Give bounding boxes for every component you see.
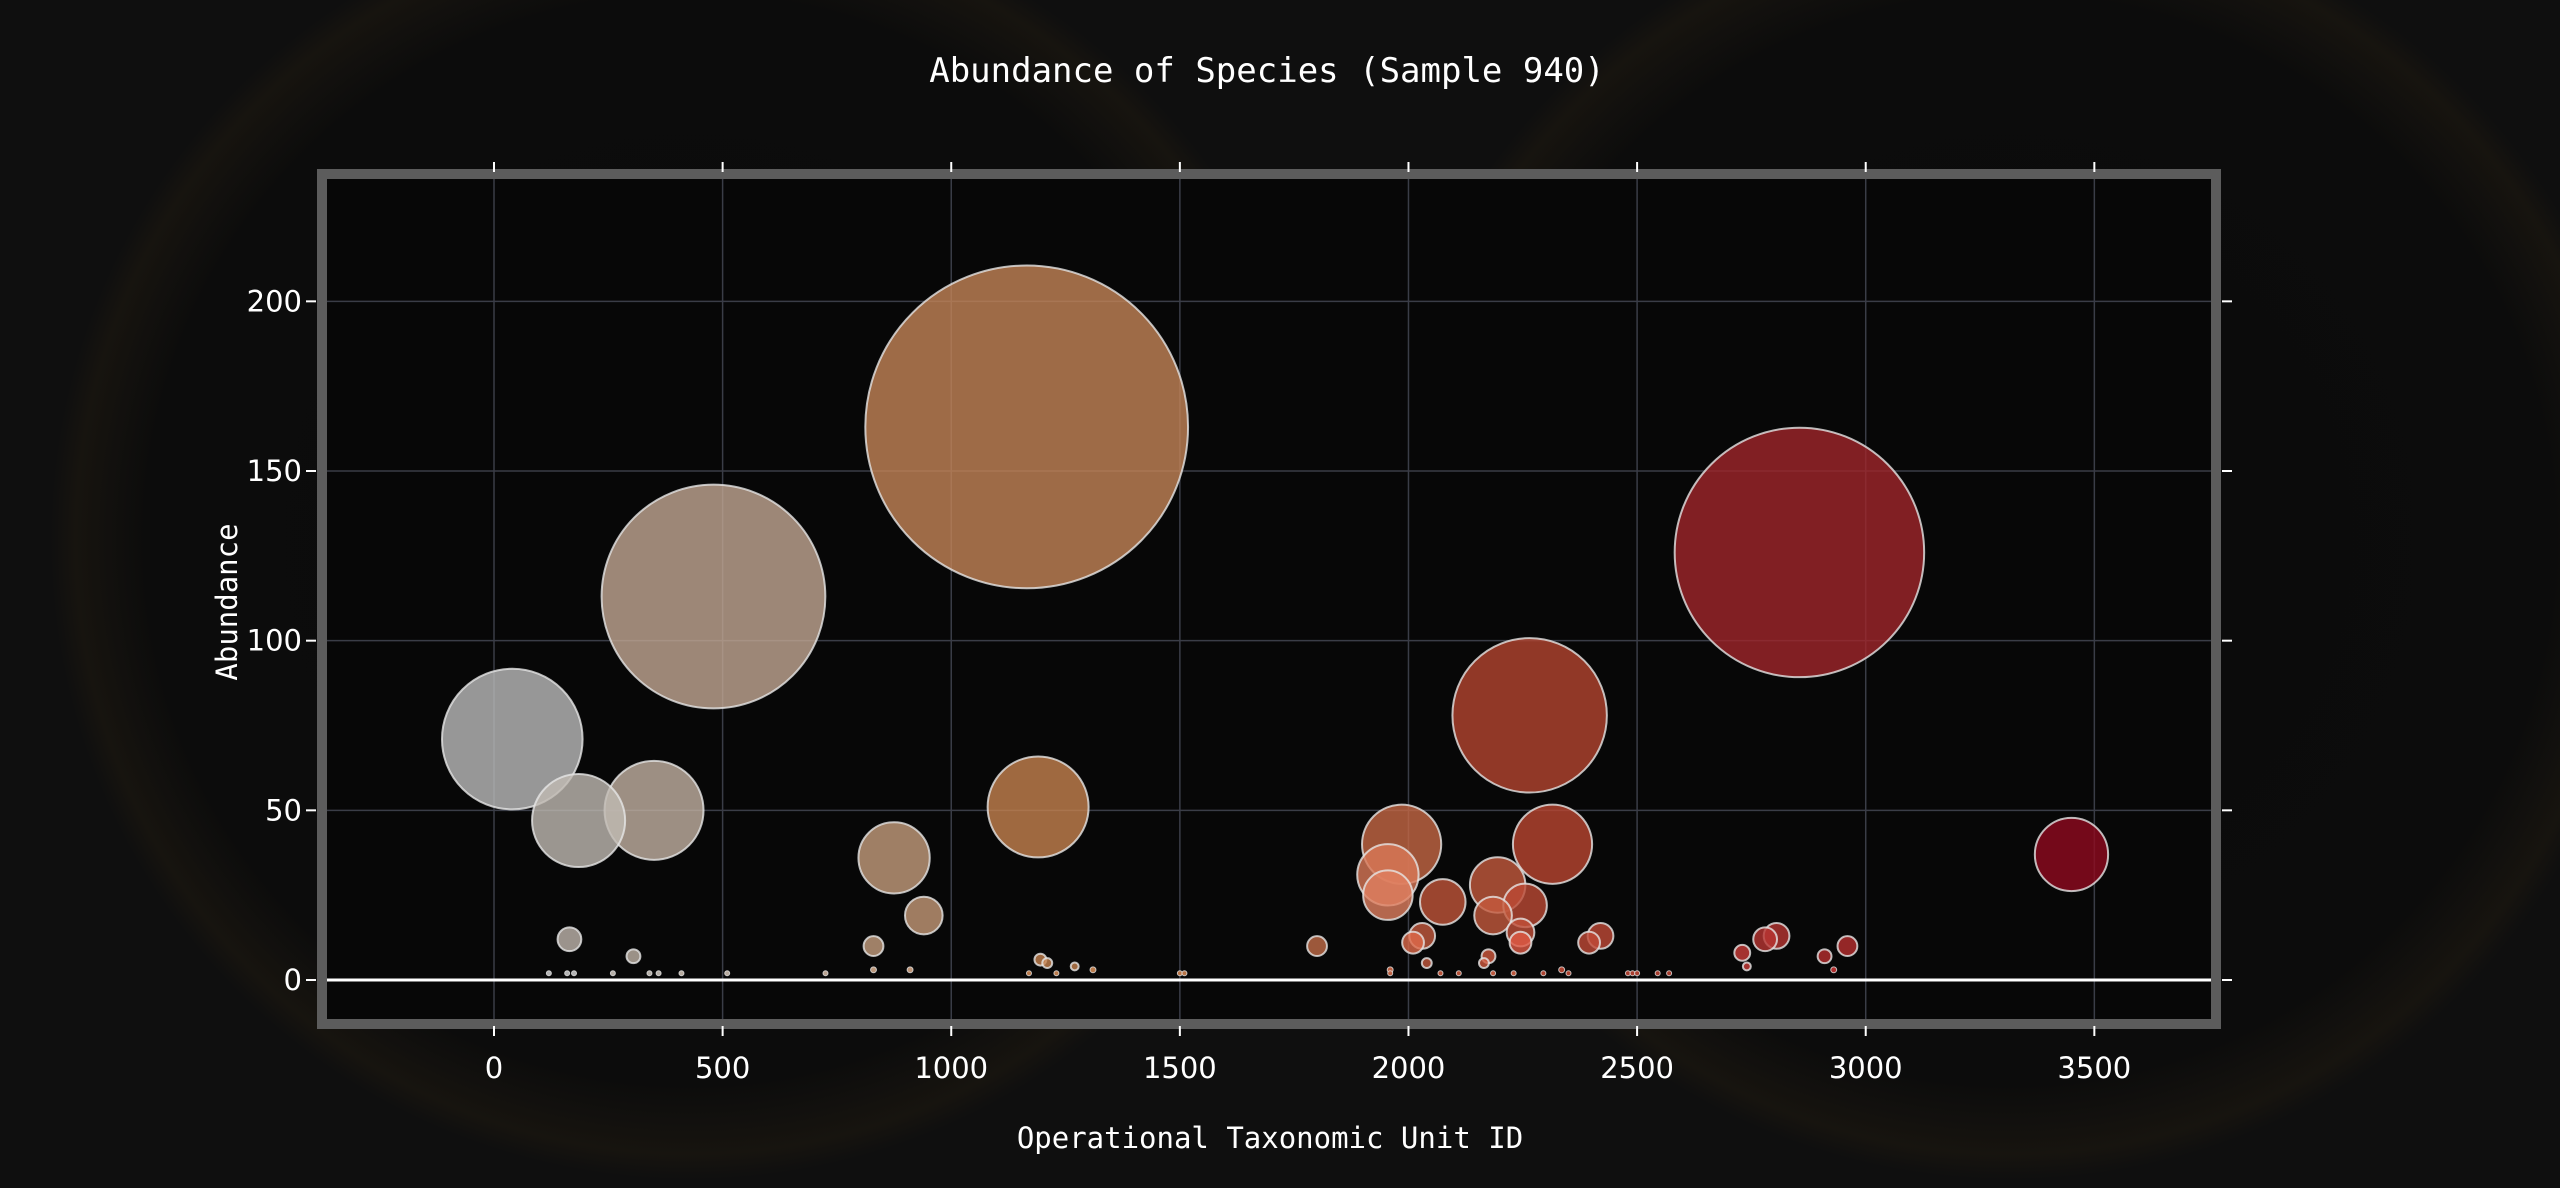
bubble-point (609, 970, 616, 977)
x-axis-title: Operational Taxonomic Unit ID (1017, 1121, 1523, 1155)
bubble-point (857, 821, 931, 895)
x-tick-label: 3500 (2057, 1051, 2131, 1085)
bubble-point (822, 970, 829, 977)
bubble-point (571, 970, 578, 977)
bubble-point (1455, 970, 1462, 977)
bubble-point (1654, 970, 1661, 977)
bubble-point (1089, 966, 1097, 974)
bubble-point (1053, 970, 1060, 977)
x-tick-label: 1500 (1143, 1051, 1217, 1085)
y-tick-label: 50 (265, 793, 302, 827)
x-tick-label: 2000 (1372, 1051, 1446, 1085)
bubble-point (564, 970, 571, 977)
y-axis-title: Abundance (210, 523, 244, 680)
bubble-point (1741, 961, 1752, 972)
bubble-point (1577, 930, 1601, 955)
bubble-point (556, 926, 583, 953)
bubble-point (1419, 878, 1467, 926)
bubble-point (1490, 970, 1497, 977)
bubble-point (1420, 957, 1433, 969)
bubble-point (1836, 935, 1859, 957)
bubble-point (1041, 957, 1054, 969)
bubble-point (440, 667, 584, 811)
bubble-point (1306, 935, 1328, 957)
bubble-point (870, 966, 877, 974)
bubble-point (1510, 970, 1517, 977)
bubble-point (531, 772, 627, 869)
bubble-point (625, 948, 642, 965)
bubble-point (986, 755, 1090, 859)
x-tick-label: 3000 (1829, 1051, 1903, 1085)
bubble-point (678, 970, 685, 977)
bubble-point (906, 966, 914, 974)
bubble-point (655, 970, 662, 977)
y-tick-label: 0 (284, 963, 302, 997)
bubble-point (1401, 930, 1425, 955)
x-tick-label: 2500 (1600, 1051, 1674, 1085)
bubble-point (1540, 970, 1547, 977)
bubble-point (1816, 948, 1833, 965)
bubble-point (1362, 869, 1414, 921)
bubble-point (600, 483, 827, 710)
bubble-point (545, 970, 552, 977)
bubble-point (1508, 930, 1533, 955)
bubble-point (1565, 970, 1572, 977)
y-tick-label: 200 (247, 284, 302, 318)
bubble-point (862, 935, 885, 957)
bubble-point (1634, 970, 1641, 977)
bubble-point (1673, 426, 1926, 679)
x-tick-label: 500 (695, 1051, 750, 1085)
bubble-point (1752, 926, 1779, 953)
x-tick-label: 1000 (914, 1051, 988, 1085)
axis-ticks: 0 500 1000 1500 2000 2500 3000 3500 0 50 100 150 200 (247, 162, 2232, 1085)
x-tick-label: 0 (485, 1051, 503, 1085)
bubble-point (1666, 970, 1673, 977)
bubble-point (1025, 970, 1032, 977)
bubble-point (864, 264, 1190, 590)
bubble-point (2033, 816, 2110, 893)
bubble-point (1473, 895, 1513, 936)
bubble-point (1437, 970, 1444, 977)
bubble-point (1733, 943, 1752, 962)
bubble-point (646, 970, 653, 977)
bubble-point (1477, 957, 1490, 969)
bubbles (440, 264, 2110, 977)
bubble-point (1451, 637, 1608, 794)
bubble-point (724, 970, 731, 977)
y-tick-label: 100 (247, 624, 302, 658)
y-tick-label: 150 (247, 454, 302, 488)
bubble-point (1830, 966, 1838, 974)
bubble-point (1558, 966, 1566, 974)
bubble-point (1069, 961, 1080, 972)
bubble-point (903, 895, 944, 936)
bubble-point (1387, 970, 1394, 977)
chart-title: Abundance of Species (Sample 940) (929, 51, 1605, 91)
bubble-point (1511, 803, 1594, 885)
bubble-point (1181, 970, 1188, 977)
